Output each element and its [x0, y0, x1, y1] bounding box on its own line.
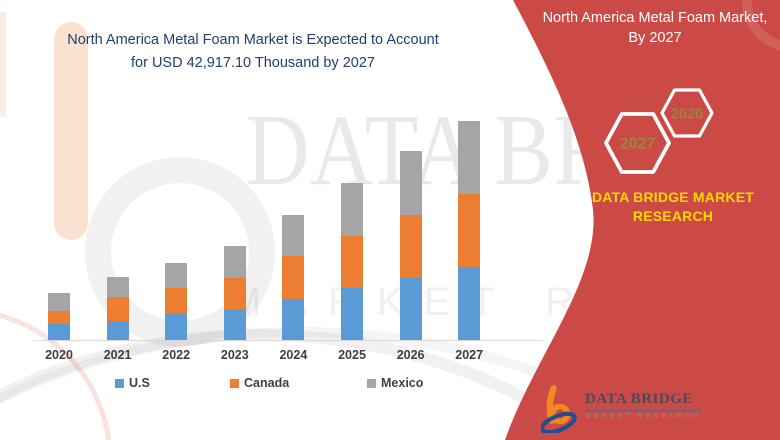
hexagon-2027: [604, 112, 671, 174]
legend-item-canada: Canada: [230, 376, 289, 391]
bar-2023-mexico: [223, 245, 246, 278]
x-axis-label-2021: 2021: [103, 348, 132, 362]
brand-text: DATA BRIDGE MARKET RESEARCH: [575, 188, 771, 226]
brand-text-line1: DATA BRIDGE MARKET: [592, 189, 754, 205]
bar-2023-canada: [223, 277, 246, 309]
x-axis-label-2026: 2026: [396, 348, 425, 362]
bar-2020-canada: [48, 311, 70, 324]
data-bridge-logo-icon: [541, 385, 577, 433]
bar-2020-us: [48, 323, 70, 340]
legend-label: Mexico: [381, 376, 424, 390]
banner-heading: North America Metal Foam Market, By 2027: [535, 8, 775, 48]
legend-label: U.S: [129, 376, 150, 390]
legend-label: Canada: [244, 376, 290, 390]
x-axis-label-2023: 2023: [220, 348, 249, 362]
hexagon-2020: [660, 88, 714, 138]
bar-2022-us: [165, 313, 188, 340]
banner-heading-line1: North America Metal Foam Market,: [542, 10, 768, 26]
x-axis-label-2027: 2027: [455, 348, 484, 362]
bar-2022-canada: [165, 287, 188, 314]
x-axis-label-2024: 2024: [279, 348, 308, 362]
bar-2025-us: [341, 287, 363, 340]
bar-2022-mexico: [165, 262, 188, 288]
logo-swoosh: [541, 411, 577, 433]
legend-swatch: [115, 379, 124, 388]
bar-2020-mexico: [48, 293, 70, 312]
x-axis-label-2022: 2022: [162, 348, 191, 362]
x-axis-line: [33, 340, 543, 341]
x-axis-label-2025: 2025: [338, 348, 366, 362]
bar-2021-canada: [106, 297, 129, 321]
bar-2025-canada: [341, 235, 363, 288]
logo-name: DATA BRIDGE: [585, 392, 701, 411]
legend-item-mexico: Mexico: [367, 376, 423, 391]
bar-2021-mexico: [106, 277, 129, 298]
bar-2024-us: [282, 298, 305, 340]
bar-2024-canada: [282, 255, 305, 299]
logo-subtitle: MARKET RESEARCH: [585, 413, 701, 420]
bar-2027-canada: [458, 193, 481, 268]
legend-item-us: U.S: [115, 376, 150, 391]
chart-title-line1: North America Metal Foam Market is Expec…: [67, 32, 439, 48]
banner-heading-line2: By 2027: [628, 30, 682, 46]
banner-corner-arc: [742, 0, 780, 51]
brand-text-line2: RESEARCH: [632, 208, 714, 224]
bar-2024-mexico: [282, 214, 305, 256]
bar-2026-us: [399, 277, 422, 340]
bar-2021-us: [106, 320, 129, 340]
bar-2027-us: [458, 267, 481, 340]
legend-swatch: [230, 379, 239, 388]
bar-2025-mexico: [341, 183, 363, 236]
chart-title-line2: for USD 42,917.10 Thousand by 2027: [131, 55, 375, 71]
legend-swatch: [367, 379, 376, 388]
bar-plot: [48, 121, 481, 340]
logo-text: DATA BRIDGE MARKET RESEARCH: [585, 392, 701, 420]
chart-title: North America Metal Foam Market is Expec…: [0, 29, 506, 75]
x-axis-label-2020: 2020: [45, 348, 73, 362]
hexagon-2027-label: 2027: [620, 136, 656, 153]
year-hexagons: 2020 2027: [604, 88, 714, 174]
bar-2023-us: [223, 308, 246, 340]
company-logo: DATA BRIDGE MARKET RESEARCH: [541, 385, 701, 433]
hexagon-2020-label: 2020: [671, 107, 703, 123]
bar-2026-canada: [399, 214, 422, 278]
bar-2026-mexico: [399, 151, 422, 215]
bar-2027-mexico: [458, 121, 481, 194]
